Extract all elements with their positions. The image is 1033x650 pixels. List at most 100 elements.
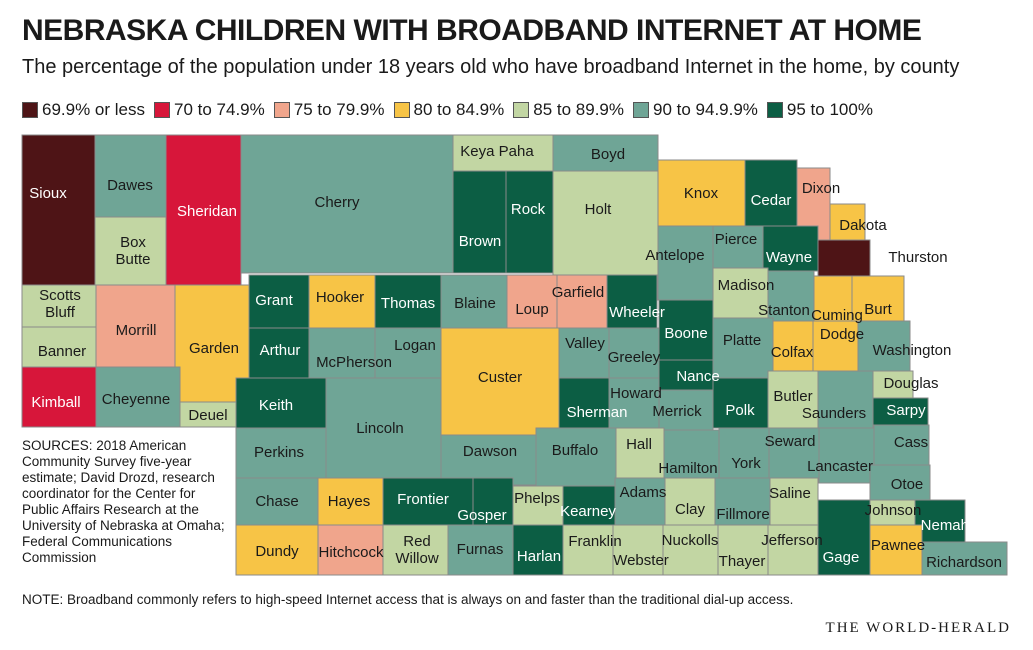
county-pierce xyxy=(712,225,764,269)
county-label-frontier: Frontier xyxy=(397,491,449,508)
county-webster xyxy=(612,524,664,576)
county-label-keya-paha: Keya Paha xyxy=(460,143,534,160)
county-label-deuel: Deuel xyxy=(188,407,227,424)
legend-item-c1: 69.9% or less xyxy=(22,100,145,120)
county-label-kearney: Kearney xyxy=(560,503,616,520)
county-label-valley: Valley xyxy=(565,335,605,352)
county-boyd xyxy=(552,134,659,172)
county-label-cherry: Cherry xyxy=(314,194,360,211)
county-label-dixon: Dixon xyxy=(802,180,840,197)
county-label-wheeler: Wheeler xyxy=(609,304,665,321)
county-label-hall: Hall xyxy=(626,436,652,453)
county-dundy xyxy=(235,524,319,576)
county-pawnee xyxy=(869,524,923,576)
county-label-butler: Butler xyxy=(773,388,812,405)
county-garfield xyxy=(556,274,608,329)
county-gosper xyxy=(472,477,514,526)
county-otoe xyxy=(869,464,931,501)
county-label-burt: Burt xyxy=(864,301,892,318)
county-label-hitchcock: Hitchcock xyxy=(318,544,384,561)
county-saline xyxy=(769,477,819,527)
note-text: NOTE: Broadband commonly refers to high-… xyxy=(22,592,794,607)
county-wheeler xyxy=(606,274,658,329)
county-butler xyxy=(767,370,819,429)
legend-label: 75 to 79.9% xyxy=(293,100,385,119)
county-sarpy xyxy=(872,397,929,426)
county-label-box-butte: Box Butte xyxy=(115,234,150,268)
legend-item-c2: 70 to 74.9% xyxy=(154,100,265,120)
county-label-sherman: Sherman xyxy=(567,404,628,421)
county-dawes xyxy=(94,134,167,218)
legend-label: 80 to 84.9% xyxy=(413,100,505,119)
county-label-pierce: Pierce xyxy=(715,231,758,248)
county-shapes xyxy=(21,134,1008,576)
county-label-holt: Holt xyxy=(585,201,613,218)
publisher-logo: THE WORLD-HERALD xyxy=(825,620,1011,636)
county-label-blaine: Blaine xyxy=(454,295,496,312)
county-label-custer: Custer xyxy=(478,369,522,386)
county-label-boyd: Boyd xyxy=(591,146,625,163)
county-colfax xyxy=(772,320,814,372)
county-label-red-willow: Red Willow xyxy=(395,533,438,567)
county-hamilton xyxy=(663,429,720,481)
county-label-hooker: Hooker xyxy=(316,289,364,306)
county-label-perkins: Perkins xyxy=(254,444,304,461)
county-label-jefferson: Jefferson xyxy=(761,532,822,549)
legend-item-c4: 80 to 84.9% xyxy=(393,100,505,120)
county-label-garfield: Garfield xyxy=(552,284,605,301)
county-york xyxy=(718,427,770,479)
county-lincoln xyxy=(325,377,442,489)
county-label-richardson: Richardson xyxy=(926,554,1002,571)
county-valley xyxy=(558,327,610,379)
county-label-sarpy: Sarpy xyxy=(886,402,926,419)
county-frontier xyxy=(382,477,474,526)
legend-swatch-c6 xyxy=(633,102,649,118)
county-label-cedar: Cedar xyxy=(751,192,792,209)
county-label-clay: Clay xyxy=(675,501,706,518)
county-label-kimball: Kimball xyxy=(31,394,80,411)
county-label-furnas: Furnas xyxy=(457,541,504,558)
county-label-chase: Chase xyxy=(255,493,298,510)
county-kimball xyxy=(21,366,97,428)
county-label-lincoln: Lincoln xyxy=(356,420,404,437)
legend-swatch-c5 xyxy=(513,102,530,118)
legend-swatch-c1 xyxy=(22,102,38,118)
county-label-johnson: Johnson xyxy=(865,502,922,519)
county-label-hayes: Hayes xyxy=(328,493,371,510)
county-boone xyxy=(658,299,714,361)
county-morrill xyxy=(95,284,176,368)
county-label-otoe: Otoe xyxy=(891,476,924,493)
county-label-nuckolls: Nuckolls xyxy=(662,532,719,549)
county-label-dundy: Dundy xyxy=(255,543,299,560)
county-label-phelps: Phelps xyxy=(514,490,560,507)
county-polk xyxy=(712,377,769,429)
county-label-knox: Knox xyxy=(684,185,719,202)
legend-label: 95 to 100% xyxy=(786,100,873,119)
county-washington xyxy=(857,320,911,372)
county-phelps xyxy=(512,485,564,527)
county-dawson xyxy=(440,434,537,486)
county-label-fillmore: Fillmore xyxy=(716,506,769,523)
legend-swatch-c2 xyxy=(154,102,170,118)
county-label-scotts-bluff: Scotts Bluff xyxy=(39,287,81,321)
county-label-adams: Adams xyxy=(620,484,667,501)
county-buffalo xyxy=(535,427,617,487)
county-box-butte xyxy=(94,216,167,286)
county-label-sheridan: Sheridan xyxy=(177,203,237,220)
county-richardson xyxy=(921,541,1008,576)
county-cass xyxy=(873,424,930,466)
county-franklin xyxy=(562,524,614,576)
county-label-cass: Cass xyxy=(894,434,928,451)
county-burt xyxy=(851,275,905,322)
county-label-hamilton: Hamilton xyxy=(658,460,717,477)
county-sheridan xyxy=(165,134,242,286)
county-label-cuming: Cuming xyxy=(811,307,863,324)
county-label-boone: Boone xyxy=(664,325,707,342)
legend-label: 70 to 74.9% xyxy=(174,100,265,119)
map-subtitle: The percentage of the population under 1… xyxy=(22,56,960,78)
county-label-sioux: Sioux xyxy=(29,185,67,202)
county-label-thurston: Thurston xyxy=(888,249,947,266)
county-label-thayer: Thayer xyxy=(719,553,766,570)
county-label-nance: Nance xyxy=(676,368,719,385)
